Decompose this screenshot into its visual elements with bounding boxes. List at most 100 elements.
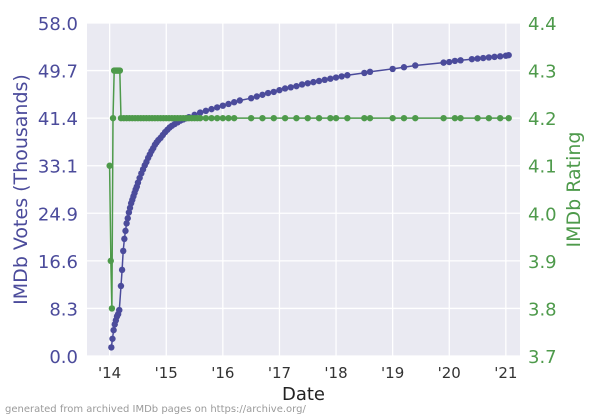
x-tick-label: '17 [268, 364, 291, 382]
y-left-tick-label: 33.1 [38, 157, 78, 178]
data-point-votes [225, 100, 232, 108]
x-tick-label: '16 [211, 364, 234, 382]
data-point-votes [451, 57, 459, 65]
data-point-votes [315, 77, 323, 85]
data-point-rating [208, 114, 215, 122]
plot-background [87, 23, 520, 356]
y-left-tick-label: 58.0 [38, 14, 78, 35]
y-right-tick-label: 4.2 [528, 109, 557, 130]
axes: 0.0 3.7 8.3 3.8 16.6 3.9 24.9 4.0 33.1 4.1 41.4 4.2… [10, 14, 585, 405]
data-point-rating [219, 114, 227, 122]
data-point-votes [496, 53, 504, 60]
data-point-rating [485, 114, 493, 122]
data-point-votes [270, 88, 277, 96]
y-right-tick-label: 3.8 [528, 299, 557, 320]
data-point-votes [124, 215, 131, 222]
data-point-votes [236, 97, 244, 104]
data-point-rating [304, 114, 311, 122]
y-left-tick-label: 49.7 [38, 62, 78, 83]
data-point-rating [505, 114, 512, 122]
data-point-rating [474, 114, 481, 122]
y-left-tick-label: 8.3 [49, 299, 78, 320]
series-layer [106, 51, 512, 351]
data-point-rating [197, 114, 204, 122]
data-point-rating [116, 67, 124, 74]
data-point-votes [310, 78, 317, 86]
x-tick-label: '15 [155, 364, 178, 382]
y-left-tick-label: 41.4 [38, 109, 78, 130]
data-point-votes [321, 76, 328, 84]
data-point-rating [389, 114, 396, 122]
data-point-rating [270, 114, 277, 122]
data-point-votes [118, 266, 126, 274]
data-point-votes [213, 104, 221, 111]
data-point-votes [108, 344, 115, 351]
data-point-votes [338, 73, 345, 80]
data-point-votes [480, 54, 487, 62]
data-point-votes [327, 75, 334, 82]
data-point-votes [121, 235, 128, 243]
y-right-tick-label: 3.7 [528, 347, 557, 368]
data-point-rating [106, 162, 113, 169]
data-point-rating [400, 114, 408, 122]
data-point-votes [287, 84, 294, 91]
data-point-votes [298, 81, 306, 88]
data-point-votes [123, 220, 130, 227]
data-point-rating [109, 114, 117, 122]
data-point-votes [110, 326, 117, 334]
data-point-votes [491, 53, 498, 61]
data-point-rating [344, 114, 351, 122]
y-right-tick-label: 4.3 [528, 62, 557, 83]
y-right-tick-label: 4.4 [528, 14, 557, 35]
data-point-rating [332, 114, 340, 122]
data-point-rating [202, 114, 210, 122]
y-left-tick-label: 24.9 [38, 204, 78, 225]
y-right-tick-label: 4.1 [528, 157, 557, 178]
data-point-votes [505, 51, 512, 59]
data-point-rating [451, 114, 459, 122]
data-point-votes [293, 82, 300, 90]
data-point-votes [117, 282, 125, 290]
data-point-votes [304, 80, 311, 87]
y-left-axis-label: IMDb Votes (Thousands) [10, 74, 32, 305]
data-point-votes [202, 107, 210, 115]
x-tick-label: '18 [324, 364, 347, 382]
data-point-votes [247, 95, 255, 102]
data-point-votes [276, 86, 283, 94]
data-point-rating [412, 114, 419, 122]
data-point-rating [315, 114, 323, 122]
data-point-rating [361, 114, 368, 122]
x-tick-label: '19 [381, 364, 404, 382]
data-point-votes [116, 306, 123, 314]
data-point-rating [230, 114, 238, 122]
data-point-rating [293, 114, 300, 122]
data-point-votes [259, 91, 266, 98]
y-right-tick-label: 3.9 [528, 252, 557, 273]
data-point-votes [457, 57, 464, 64]
data-point-rating [440, 114, 447, 122]
data-point-votes [230, 99, 238, 106]
y-left-tick-label: 16.6 [38, 252, 78, 273]
data-point-rating [213, 114, 221, 122]
data-point-votes [208, 105, 215, 113]
x-axis-label: Date [282, 384, 325, 405]
data-point-votes [253, 93, 261, 100]
x-tick-label: '21 [494, 364, 517, 382]
data-point-votes [344, 72, 351, 79]
data-point-votes [389, 65, 396, 73]
data-point-rating [225, 114, 232, 122]
y-left-tick-label: 0.0 [49, 347, 78, 368]
data-point-rating [247, 114, 255, 122]
data-point-rating [281, 114, 289, 122]
data-point-rating [107, 257, 114, 265]
y-right-tick-label: 4.0 [528, 204, 557, 225]
data-point-votes [122, 227, 129, 235]
data-point-rating [327, 114, 334, 122]
data-point-votes [361, 69, 368, 77]
data-point-rating [259, 114, 266, 122]
data-point-votes [440, 59, 447, 66]
data-point-votes [109, 335, 116, 342]
x-tick-label: '14 [98, 364, 121, 382]
data-point-votes [485, 54, 493, 61]
